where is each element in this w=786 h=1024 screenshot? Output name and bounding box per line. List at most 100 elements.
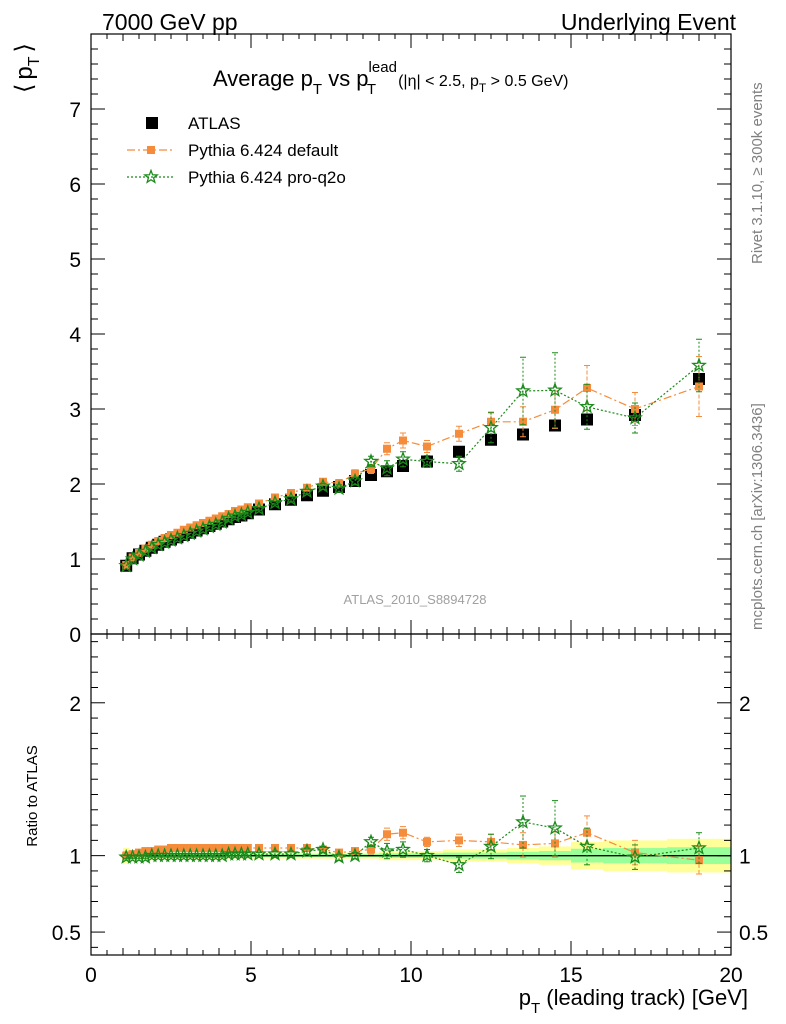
- data-point: [519, 840, 527, 849]
- series-pythia-6-424-pro-q2o: [118, 338, 707, 573]
- data-point: [220, 510, 237, 526]
- x-tick-label: 10: [399, 964, 422, 987]
- ylabel-close: ⟩: [11, 43, 38, 52]
- data-point: [395, 841, 411, 857]
- data-point: [267, 845, 283, 861]
- data-point: [483, 419, 499, 435]
- legend-entry-pythia-proq2o: Pythia 6.424 pro-q2o: [127, 168, 346, 187]
- data-point: [251, 845, 267, 861]
- data-point: [691, 357, 707, 373]
- data-point: [379, 842, 395, 858]
- y-tick-label: 0: [69, 624, 81, 647]
- data-point: [485, 433, 497, 446]
- data-point: [214, 847, 231, 863]
- data-point: [455, 429, 463, 438]
- data-point: [251, 500, 267, 516]
- data-point: [299, 842, 315, 858]
- data-point: [156, 534, 173, 550]
- y-tick-label: 4: [69, 324, 81, 347]
- legend-marker-pythia-proq2o: [143, 168, 159, 184]
- y-tick-label: 6: [69, 174, 81, 197]
- data-point: [423, 837, 431, 846]
- data-point: [419, 847, 435, 863]
- y-tick-label: 0.5: [52, 922, 81, 945]
- data-point: [691, 839, 707, 855]
- y-tick-label-right: 0.5: [739, 922, 768, 945]
- data-point: [515, 382, 531, 398]
- data-point: [383, 444, 391, 453]
- data-point: [579, 398, 595, 414]
- data-point: [150, 536, 167, 552]
- data-point: [335, 848, 343, 857]
- series-pythia-6-424-default: [122, 356, 703, 569]
- data-point: [169, 529, 186, 545]
- data-point: [579, 838, 595, 854]
- data-point: [515, 813, 531, 829]
- data-point: [137, 848, 154, 864]
- data-point: [135, 848, 143, 857]
- data-point: [124, 550, 141, 566]
- data-point: [128, 850, 137, 859]
- main-panel: 0 1 2 3 4 5 6 7 ⟨ pT ⟩ Average pT vs plead T (|η| <…: [11, 33, 732, 647]
- data-point: [423, 442, 431, 451]
- ylabel-open: ⟨: [11, 84, 38, 93]
- header-left: 7000 GeV pp: [102, 9, 238, 35]
- data-point: [547, 819, 563, 835]
- y-tick-label: 7: [69, 99, 81, 122]
- y-tick-label: 5: [69, 249, 81, 272]
- x-tick-label: 5: [245, 964, 257, 987]
- data-point: [419, 453, 435, 469]
- y-tick-label: 2: [69, 693, 81, 716]
- data-point: [239, 504, 256, 520]
- main-frame-box: [90, 33, 732, 635]
- data-point: [367, 845, 375, 854]
- data-point: [303, 483, 311, 492]
- y-tick-label: 1: [69, 846, 81, 869]
- data-point: [163, 531, 179, 548]
- data-point: [147, 847, 156, 856]
- data-point: [363, 833, 379, 849]
- mcplots-label: mcplots.cern.ch [arXiv:1306.3436]: [749, 403, 766, 630]
- data-point: [233, 506, 250, 522]
- ylabel-p: p: [11, 66, 38, 79]
- legend: ATLAS Pythia 6.424 default Pythia 6.424 …: [127, 114, 346, 187]
- data-point: [141, 544, 150, 553]
- data-point: [175, 527, 192, 543]
- x-tick-label: 20: [719, 964, 742, 987]
- data-point: [283, 490, 299, 506]
- y-tick-label-right: 2: [739, 693, 751, 716]
- data-point: [451, 856, 467, 872]
- data-point: [627, 848, 643, 864]
- series-pythia-6-424-pro-q2o: [118, 795, 707, 873]
- data-point: [547, 381, 563, 398]
- ratio-y-axis-label: Ratio to ATLAS: [24, 745, 41, 846]
- data-point: [363, 453, 379, 469]
- data-point: [483, 838, 499, 854]
- data-point: [379, 459, 395, 476]
- data-point: [367, 465, 375, 473]
- data-point: [315, 841, 331, 857]
- data-point: [695, 856, 703, 865]
- main-y-axis-label: ⟨ pT ⟩: [11, 43, 43, 93]
- data-point: [319, 477, 327, 486]
- data-point: [347, 847, 363, 863]
- data-point: [395, 450, 411, 467]
- data-point: [331, 480, 347, 496]
- y-tick-label-right: 1: [739, 846, 751, 869]
- header-right: Underlying Event: [561, 9, 737, 35]
- data-point: [201, 518, 218, 534]
- data-point: [267, 494, 283, 510]
- data-point: [118, 557, 135, 573]
- data-point: [182, 525, 199, 541]
- data-point: [315, 477, 331, 494]
- data-point: [299, 483, 315, 499]
- data-point: [195, 520, 211, 536]
- legend-star-shape: [143, 168, 159, 184]
- data-point: [147, 540, 156, 549]
- data-point: [188, 522, 205, 539]
- data-point: [627, 409, 643, 425]
- ratio-frame-box: [90, 633, 732, 956]
- data-point: [227, 507, 243, 524]
- legend-marker-pythia-default: [147, 146, 155, 154]
